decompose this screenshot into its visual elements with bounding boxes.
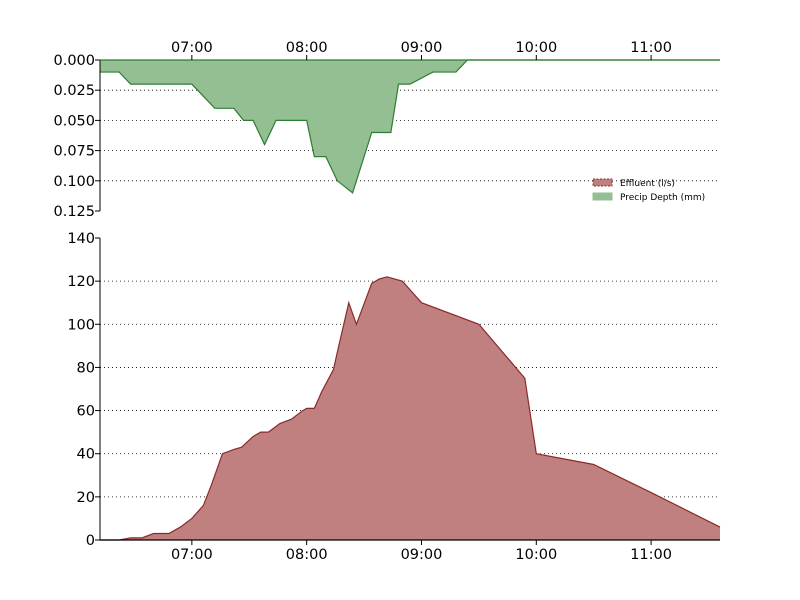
- y-tick-label: 0: [86, 533, 95, 549]
- precip-panel: 0.000 0.025 0.050 0.075 0.100 0.125 07:00 08:0…: [53, 40, 720, 220]
- precip-gridlines: [100, 89, 720, 182]
- x-tick-label: 11:00: [630, 547, 672, 563]
- precip-area-series: [100, 59, 720, 194]
- precip-axes: [99, 59, 720, 211]
- x-tick-label: 08:00: [286, 547, 328, 563]
- precip-y-ticks: 0.000 0.025 0.050 0.075 0.100 0.125: [53, 53, 100, 220]
- legend-swatch-effluent: [592, 178, 613, 187]
- x-tick-label: 09:00: [401, 40, 443, 56]
- effluent-axes: [99, 238, 720, 541]
- effluent-area-series: [100, 276, 721, 541]
- x-tick-label: 10:00: [515, 547, 557, 563]
- area-edge-line: [100, 276, 721, 541]
- y-tick-label: 0.075: [53, 144, 95, 160]
- y-tick-label: 0.050: [53, 113, 95, 129]
- y-tick-label: 20: [77, 490, 95, 506]
- y-tick-label: 0.025: [53, 83, 95, 99]
- x-tick-label: 08:00: [286, 40, 328, 56]
- y-tick-label: 80: [77, 360, 95, 376]
- y-tick-label: 140: [67, 231, 95, 247]
- effluent-y-ticks: 0 20 40 60 80 100 120 140: [67, 231, 100, 549]
- y-tick-label: 0.000: [53, 53, 95, 69]
- legend-label-effluent: Effluent (l/s): [620, 179, 675, 189]
- y-tick-label: 0.100: [53, 174, 95, 190]
- y-tick-label: 100: [67, 317, 95, 333]
- legend-swatch-precip: [592, 192, 613, 201]
- x-tick-label: 10:00: [515, 40, 557, 56]
- effluent-panel: 0 20 40 60 80 100 120 140 07:00 08:00 09:00 10:00 1…: [67, 231, 721, 563]
- legend-label-precip: Precip Depth (mm): [620, 193, 705, 203]
- effluent-x-ticks: 07:00 08:00 09:00 10:00 11:00: [171, 540, 672, 563]
- x-tick-label: 09:00: [401, 547, 443, 563]
- x-tick-label: 07:00: [171, 40, 213, 56]
- precip-x-ticks: 07:00 08:00 09:00 10:00 11:00: [171, 40, 672, 60]
- y-tick-label: 120: [67, 274, 95, 290]
- area-edge-line: [100, 59, 720, 194]
- y-tick-label: 60: [77, 404, 95, 420]
- area-fill: [100, 60, 720, 193]
- legend: Effluent (l/s) Precip Depth (mm): [592, 178, 705, 203]
- area-fill: [100, 276, 720, 540]
- y-tick-label: 40: [77, 447, 95, 463]
- y-tick-label: 0.125: [53, 204, 95, 220]
- x-tick-label: 07:00: [171, 547, 213, 563]
- x-tick-label: 11:00: [630, 40, 672, 56]
